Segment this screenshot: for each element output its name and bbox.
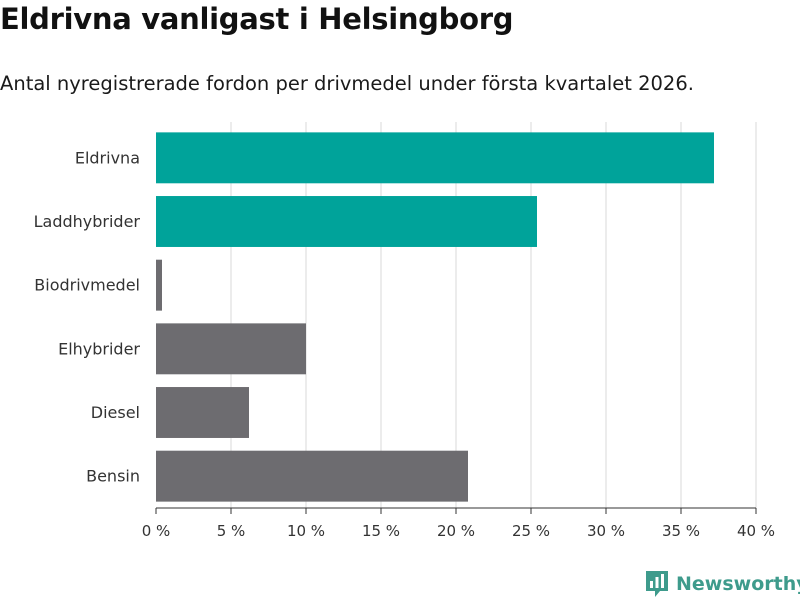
x-tick-label: 30 % — [587, 522, 625, 540]
category-label: Elhybrider — [58, 339, 140, 358]
category-label: Biodrivmedel — [34, 276, 140, 295]
category-label: Eldrivna — [75, 148, 140, 167]
bar-laddhybrider — [156, 196, 537, 247]
x-tick-label: 35 % — [662, 522, 700, 540]
brand-name: Newsworthy — [676, 573, 800, 595]
x-tick-label: 20 % — [437, 522, 475, 540]
x-tick-label: 0 % — [142, 522, 171, 540]
x-tick-label: 5 % — [217, 522, 246, 540]
x-axis: 0 % 5 % 10 % 15 % 20 % 25 % 30 % 35 % 40 % — [142, 507, 775, 540]
x-tick-label: 10 % — [287, 522, 325, 540]
bar-chart-icon — [646, 571, 668, 597]
bar-diesel — [156, 387, 249, 438]
bar-bensin — [156, 450, 468, 502]
category-label: Laddhybrider — [34, 212, 141, 231]
newsworthy-logo: Newsworthy — [644, 569, 800, 599]
category-labels: Eldrivna Laddhybrider Biodrivmedel Elhybrid… — [34, 148, 141, 485]
category-label: Diesel — [91, 403, 140, 422]
bar-biodrivmedel — [156, 259, 162, 311]
chart-subtitle: Antal nyregistrerade fordon per drivmede… — [0, 72, 694, 95]
x-tick-label: 40 % — [737, 522, 775, 540]
bar-elhybrider — [156, 323, 306, 375]
bars — [156, 132, 714, 502]
x-tick-label: 15 % — [362, 522, 400, 540]
grid-lines — [230, 122, 757, 508]
chart-title: Eldrivna vanligast i Helsingborg — [0, 2, 514, 36]
category-label: Bensin — [86, 467, 140, 486]
bar-eldrivna — [156, 132, 714, 184]
x-tick-label: 25 % — [512, 522, 550, 540]
